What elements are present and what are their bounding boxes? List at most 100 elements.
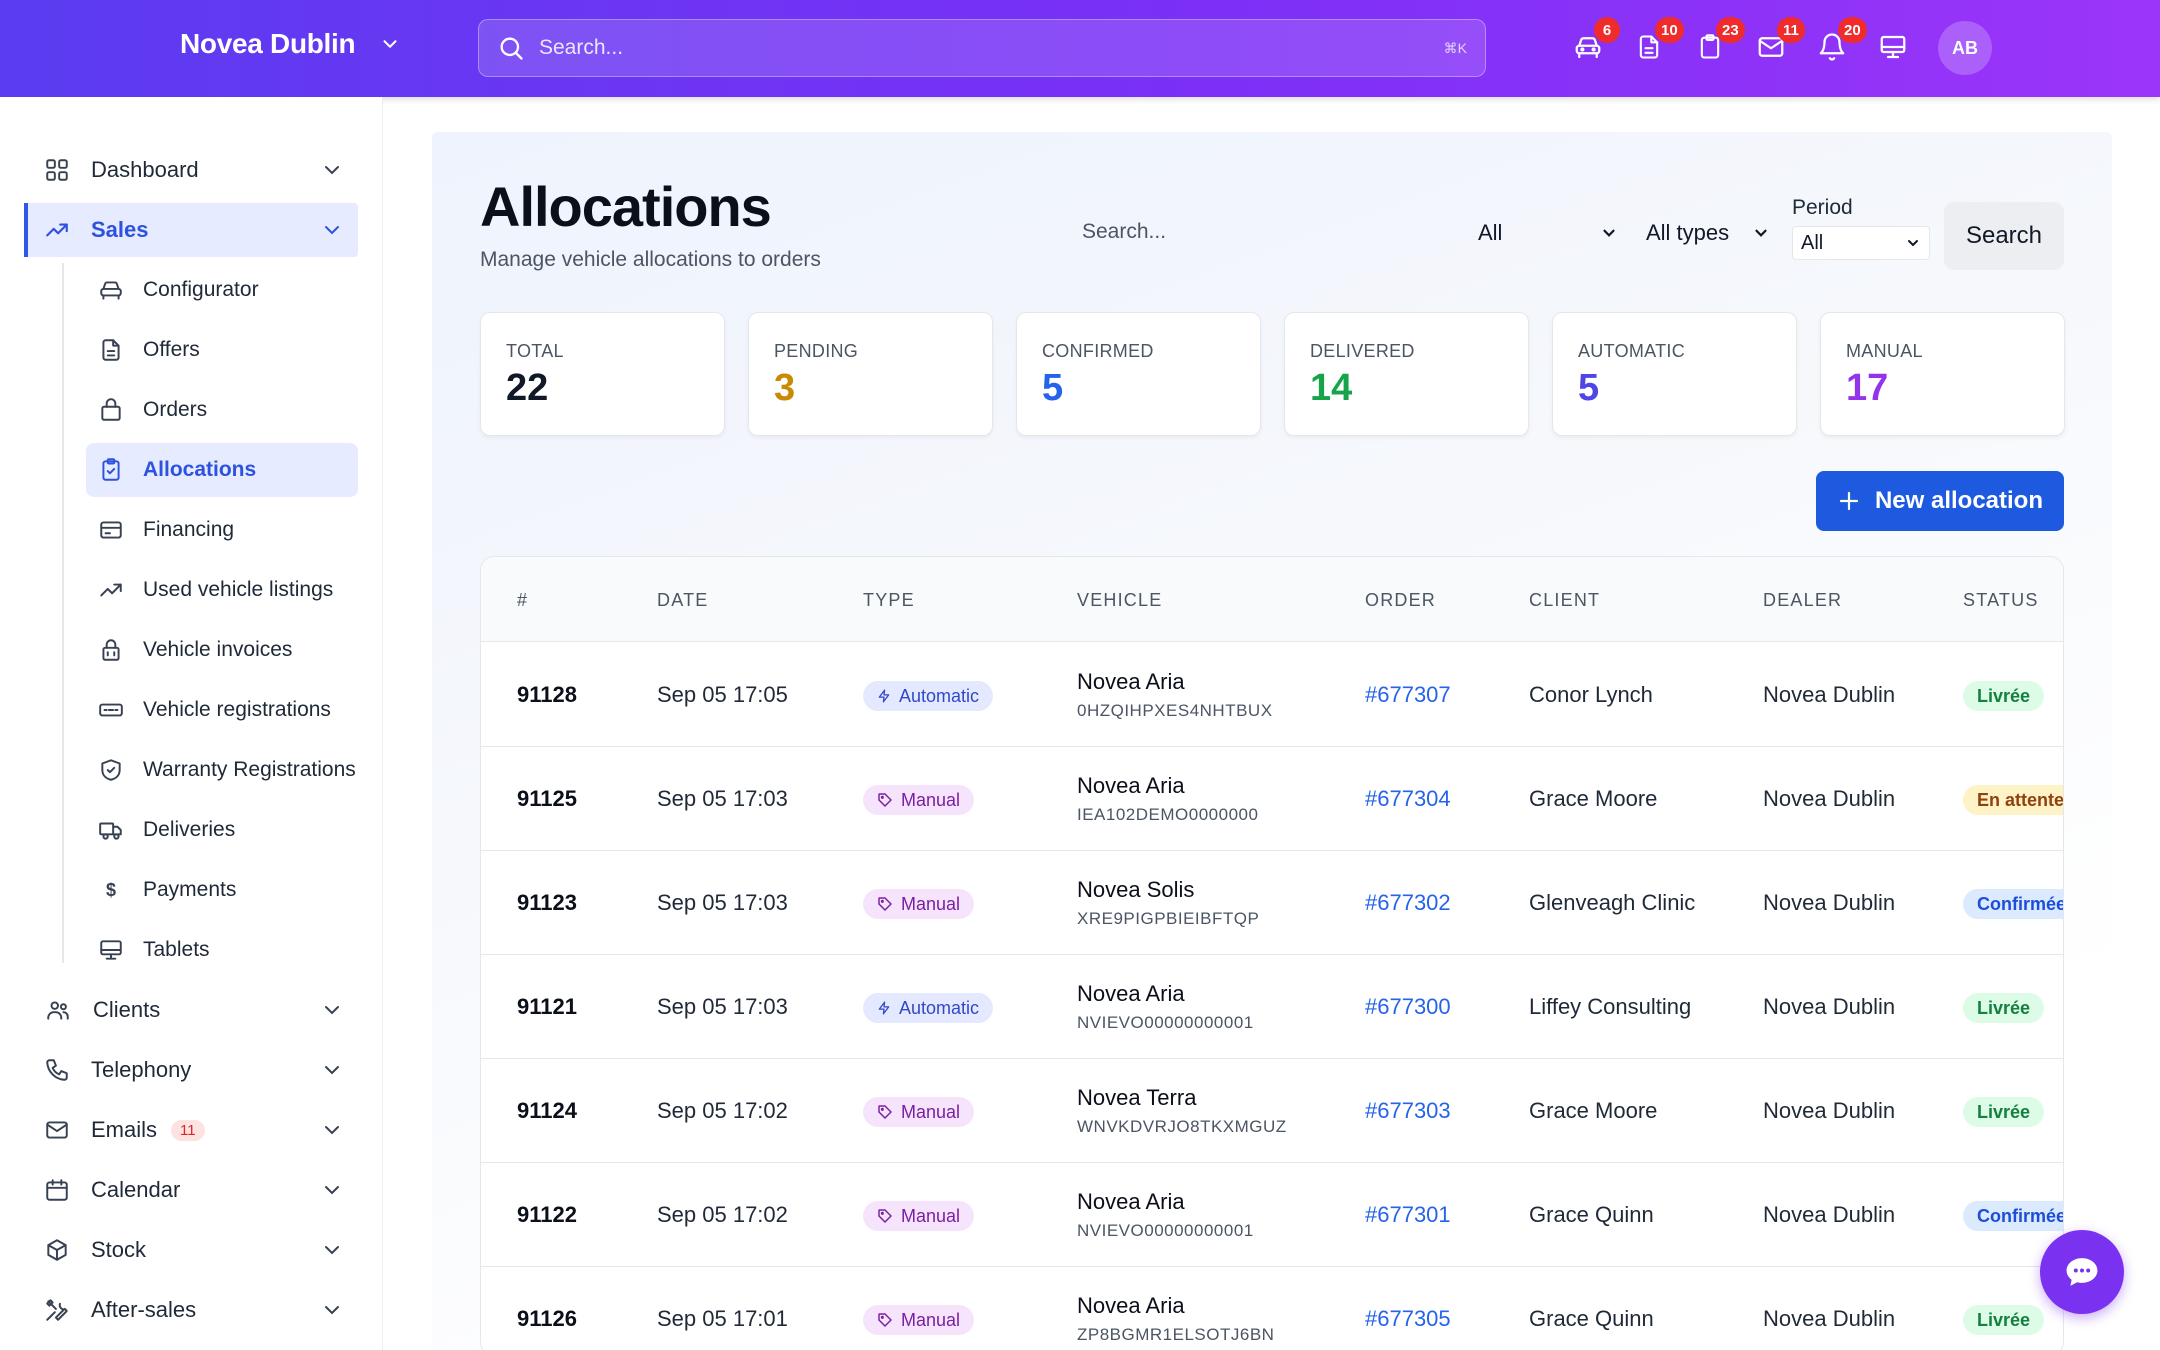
chevron-down-icon [1905, 235, 1921, 251]
global-search-input[interactable] [539, 36, 1444, 60]
top-icons: 6 10 23 11 20 [1572, 17, 1909, 67]
sidebar-item-tablets[interactable]: Tablets [86, 923, 358, 977]
status-filter-select[interactable]: All [1478, 220, 1618, 246]
order-link[interactable]: #677303 [1365, 1098, 1451, 1123]
sidebar-item-label: Configurator [143, 278, 259, 301]
sidebar-item-after-sales[interactable]: After-sales [24, 1283, 358, 1337]
trend-icon [98, 577, 124, 603]
vehicle-name: Novea Solis [1077, 877, 1195, 902]
order-link[interactable]: #677301 [1365, 1202, 1451, 1227]
car-icon[interactable]: 6 [1572, 17, 1620, 67]
table-row[interactable]: 91122 Sep 05 17:02 Manual Novea Aria NVI… [481, 1163, 2063, 1267]
sidebar-item-label: Tablets [143, 938, 210, 961]
stat-label: CONFIRMED [1042, 341, 1154, 361]
column-header-status[interactable]: STATUS [1963, 590, 2039, 610]
vehicle-name: Novea Terra [1077, 1085, 1197, 1110]
sidebar-item-label: Financing [143, 518, 235, 541]
vehicle-vin: ZP8BGMR1ELSOTJ6BN [1077, 1325, 1275, 1344]
avatar[interactable]: AB [1938, 21, 1992, 75]
sidebar-item-vehicle-registrations[interactable]: Vehicle registrations [86, 683, 358, 737]
sidebar-item-used-vehicle-listings[interactable]: Used vehicle listings [86, 563, 358, 617]
sidebar-item-allocations[interactable]: Allocations [86, 443, 358, 497]
vehicle-name: Novea Aria [1077, 1293, 1185, 1318]
sidebar-item-payments[interactable]: $ Payments [86, 863, 358, 917]
type-filter-select[interactable]: All types [1646, 220, 1770, 246]
chat-icon [2063, 1255, 2101, 1289]
type-label: Manual [901, 893, 961, 914]
table-row[interactable]: 91126 Sep 05 17:01 Manual Novea Aria ZP8… [481, 1267, 2063, 1350]
stat-label: AUTOMATIC [1578, 341, 1686, 361]
sidebar-item-deliveries[interactable]: Deliveries [86, 803, 358, 857]
sidebar-item-emails[interactable]: Emails 11 [24, 1103, 358, 1157]
dealer-switcher[interactable]: Novea Dublin [180, 28, 401, 60]
search-shortcut: ⌘K [1443, 39, 1467, 56]
box-icon [44, 1237, 70, 1263]
sidebar-item-label: Offers [143, 338, 200, 361]
credit-card-icon [98, 517, 124, 543]
sidebar-item-orders[interactable]: Orders [86, 383, 358, 437]
dealer-name: Novea Dublin [180, 28, 356, 59]
sidebar-item-sales[interactable]: Sales [24, 203, 358, 257]
table-row[interactable]: 91125 Sep 05 17:03 Manual Novea Aria IEA… [481, 747, 2063, 851]
bell-icon[interactable]: 20 [1816, 17, 1867, 67]
order-link[interactable]: #677300 [1365, 994, 1451, 1019]
sidebar-item-telephony[interactable]: Telephony [24, 1043, 358, 1097]
sidebar-item-label: Sales [91, 217, 149, 242]
sidebar-item-label: Dashboard [91, 157, 199, 182]
clipboard-icon[interactable]: 23 [1694, 17, 1745, 67]
row-client: Conor Lynch [1529, 682, 1653, 707]
allocations-search-input[interactable] [1082, 220, 1332, 244]
table-row[interactable]: 91123 Sep 05 17:03 Manual Novea Solis XR… [481, 851, 2063, 955]
global-search[interactable]: ⌘K [478, 19, 1486, 77]
status-badge: Livrée [1963, 681, 2045, 711]
column-header-vehicle[interactable]: VEHICLE [1077, 590, 1163, 610]
row-id: 91122 [517, 1202, 577, 1227]
stat-label: DELIVERED [1310, 341, 1415, 361]
table-row[interactable]: 91124 Sep 05 17:02 Manual Novea Terra WN… [481, 1059, 2063, 1163]
chat-button[interactable] [2040, 1230, 2124, 1314]
stat-card-automatic: AUTOMATIC 5 [1552, 312, 1797, 436]
column-header-id[interactable]: # [517, 590, 529, 610]
column-header-date[interactable]: DATE [657, 590, 709, 610]
new-allocation-button[interactable]: New allocation [1816, 471, 2064, 531]
table-row[interactable]: 91121 Sep 05 17:03 Automatic Novea Aria … [481, 955, 2063, 1059]
stat-label: TOTAL [506, 341, 564, 361]
document-icon[interactable]: 10 [1633, 17, 1684, 67]
type-badge: Manual [863, 889, 975, 919]
sidebar-item-label: Calendar [91, 1177, 181, 1202]
status-badge: Confirmée [1963, 1201, 2063, 1231]
sidebar-item-configurator[interactable]: Configurator [86, 263, 358, 317]
sidebar-item-financing[interactable]: Financing [86, 503, 358, 557]
tag-icon [877, 1208, 893, 1224]
mail-icon[interactable]: 11 [1755, 17, 1805, 67]
truck-icon [98, 817, 124, 843]
type-badge: Automatic [863, 993, 994, 1023]
row-dealer: Novea Dublin [1763, 1202, 1896, 1227]
search-button[interactable]: Search [1944, 202, 2064, 270]
sidebar-item-offers[interactable]: Offers [86, 323, 358, 377]
order-link[interactable]: #677302 [1365, 890, 1451, 915]
column-header-dealer[interactable]: DEALER [1763, 590, 1843, 610]
monitor-icon[interactable] [1877, 27, 1909, 67]
sidebar-item-label: Telephony [91, 1057, 192, 1082]
sidebar-item-warranty-registrations[interactable]: Warranty Registrations [86, 743, 358, 797]
column-header-client[interactable]: CLIENT [1529, 590, 1601, 610]
row-dealer: Novea Dublin [1763, 1098, 1896, 1123]
clipboard-badge: 23 [1716, 17, 1745, 43]
table-row[interactable]: 91128 Sep 05 17:05 Automatic Novea Aria … [481, 643, 2063, 747]
period-select[interactable]: All [1792, 226, 1930, 260]
type-badge: Manual [863, 1305, 975, 1335]
sidebar-item-clients[interactable]: Clients [24, 983, 358, 1037]
stat-label: PENDING [774, 341, 859, 361]
row-client: Glenveagh Clinic [1529, 890, 1696, 915]
order-link[interactable]: #677304 [1365, 786, 1451, 811]
sidebar-item-dashboard[interactable]: Dashboard [24, 143, 358, 197]
sidebar-item-stock[interactable]: Stock [24, 1223, 358, 1277]
submenu-line [62, 263, 64, 963]
order-link[interactable]: #677305 [1365, 1306, 1451, 1331]
sidebar-item-vehicle-invoices[interactable]: Vehicle invoices [86, 623, 358, 677]
sidebar-item-calendar[interactable]: Calendar [24, 1163, 358, 1217]
order-link[interactable]: #677307 [1365, 682, 1451, 707]
column-header-type[interactable]: TYPE [863, 590, 915, 610]
column-header-order[interactable]: ORDER [1365, 590, 1437, 610]
